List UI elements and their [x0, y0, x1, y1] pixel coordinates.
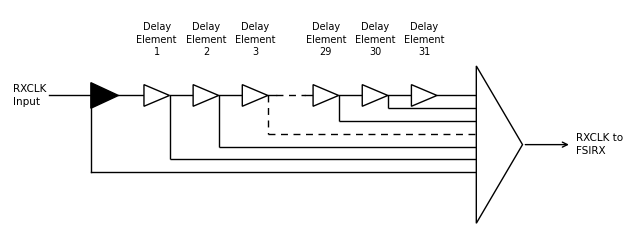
Polygon shape — [144, 85, 170, 106]
Polygon shape — [362, 85, 388, 106]
Text: Delay
Element
1: Delay Element 1 — [137, 22, 177, 57]
Polygon shape — [411, 85, 437, 106]
Polygon shape — [193, 85, 218, 106]
Text: RXCLK to
FSIRX: RXCLK to FSIRX — [575, 134, 623, 156]
Polygon shape — [242, 85, 268, 106]
Text: Delay
Element
3: Delay Element 3 — [235, 22, 275, 57]
Polygon shape — [313, 85, 339, 106]
Text: Delay
Element
30: Delay Element 30 — [354, 22, 395, 57]
Text: RXCLK
Input: RXCLK Input — [13, 84, 47, 107]
Polygon shape — [476, 66, 522, 223]
Text: Delay
Element
2: Delay Element 2 — [185, 22, 226, 57]
Text: Delay
Element
29: Delay Element 29 — [306, 22, 346, 57]
Text: Delay
Element
31: Delay Element 31 — [404, 22, 444, 57]
Polygon shape — [91, 83, 118, 108]
